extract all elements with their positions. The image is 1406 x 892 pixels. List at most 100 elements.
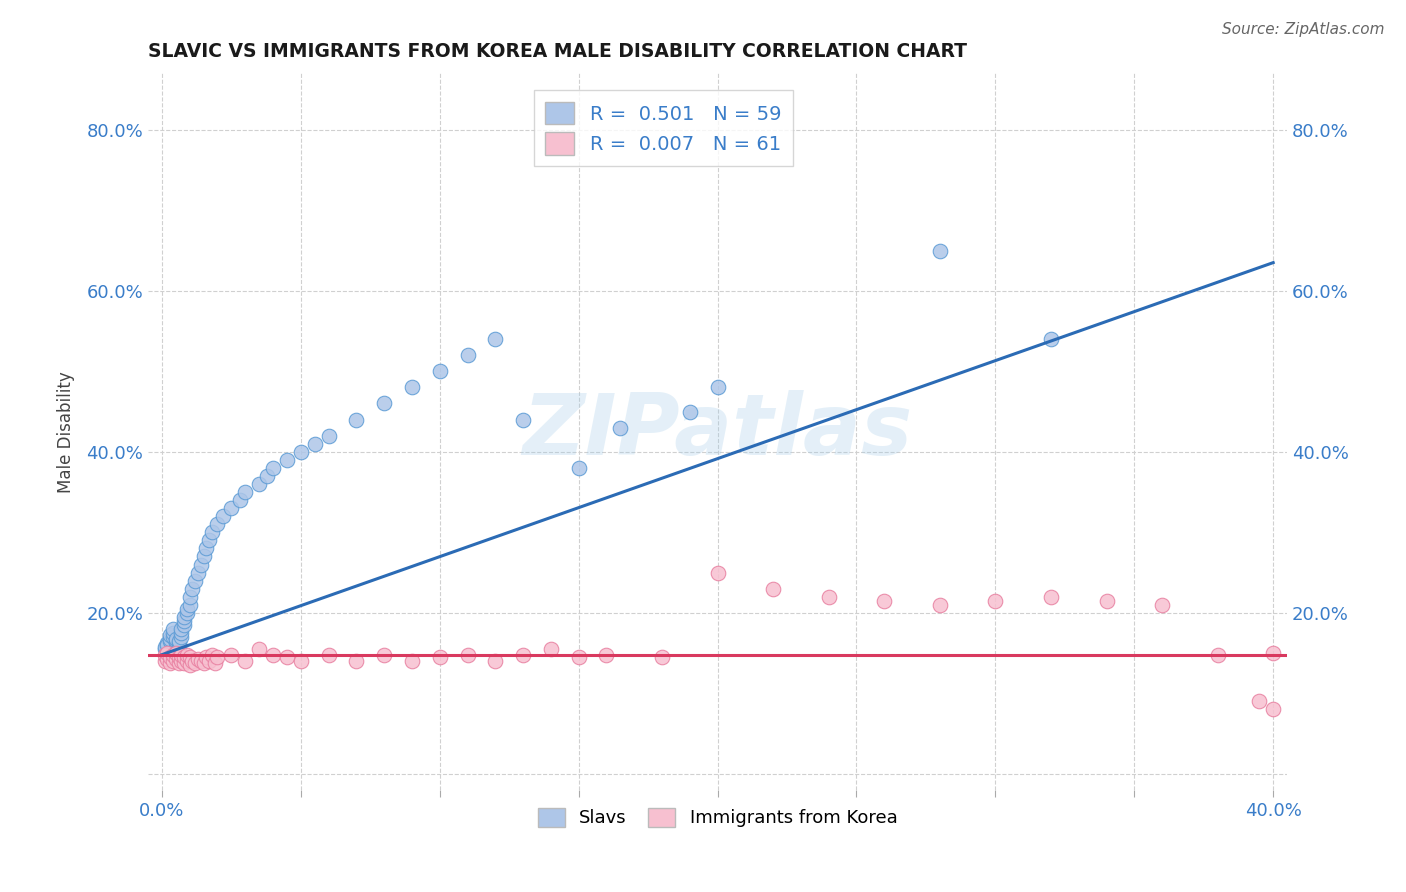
Point (159, 628, 181, 642)
Point (179, 590, 201, 604)
Point (165, 632, 187, 646)
Point (1152, 598, 1174, 612)
Point (156, 638, 179, 652)
Point (1249, 694, 1271, 708)
Point (484, 654, 506, 668)
Point (179, 650, 201, 665)
Point (595, 648, 617, 662)
Point (228, 493, 250, 508)
Point (201, 525, 224, 540)
Text: SLAVIC VS IMMIGRANTS FROM KOREA MALE DISABILITY CORRELATION CHART: SLAVIC VS IMMIGRANTS FROM KOREA MALE DIS… (148, 42, 967, 61)
Point (162, 622, 184, 636)
Point (706, 380, 728, 394)
Point (162, 630, 184, 644)
Point (873, 593, 896, 607)
Point (153, 654, 176, 668)
Point (457, 648, 479, 662)
Point (207, 650, 229, 665)
Point (928, 598, 950, 612)
Point (184, 656, 207, 670)
Point (1039, 590, 1062, 604)
Point (165, 652, 187, 666)
Point (165, 634, 187, 648)
Point (233, 485, 256, 500)
Point (457, 348, 479, 362)
Point (221, 501, 243, 516)
Point (401, 380, 423, 394)
Point (165, 636, 187, 650)
Point (193, 549, 215, 564)
Point (167, 636, 190, 650)
Point (204, 656, 226, 670)
Point (167, 640, 190, 654)
Point (373, 396, 395, 410)
Point (162, 654, 184, 668)
Y-axis label: Male Disability: Male Disability (58, 371, 75, 492)
Point (276, 453, 298, 467)
Point (162, 648, 184, 662)
Point (193, 656, 215, 670)
Point (156, 646, 179, 660)
Point (167, 656, 190, 670)
Point (165, 646, 187, 660)
Point (184, 574, 207, 588)
Point (290, 444, 312, 458)
Point (401, 654, 423, 668)
Point (207, 517, 229, 532)
Point (290, 654, 312, 668)
Point (173, 614, 195, 628)
Point (484, 332, 506, 346)
Point (176, 654, 198, 668)
Point (159, 650, 181, 665)
Point (181, 654, 204, 668)
Point (156, 636, 179, 650)
Point (651, 650, 673, 665)
Point (817, 590, 839, 604)
Point (179, 658, 201, 673)
Point (247, 477, 270, 491)
Point (195, 541, 218, 556)
Legend: Slavs, Immigrants from Korea: Slavs, Immigrants from Korea (530, 801, 905, 835)
Point (221, 648, 243, 662)
Point (928, 244, 950, 258)
Point (344, 412, 367, 426)
Point (276, 650, 298, 665)
Point (173, 610, 195, 624)
Point (1263, 646, 1285, 660)
Point (762, 582, 785, 596)
Point (318, 428, 340, 442)
Point (568, 461, 591, 475)
Point (167, 634, 190, 648)
Point (187, 652, 209, 666)
Point (170, 630, 193, 644)
Point (568, 650, 591, 665)
Point (156, 652, 179, 666)
Point (679, 404, 702, 418)
Point (153, 640, 176, 654)
Point (1263, 702, 1285, 716)
Point (176, 648, 198, 662)
Point (262, 648, 284, 662)
Point (1039, 332, 1062, 346)
Point (162, 626, 184, 640)
Point (540, 642, 562, 657)
Point (318, 648, 340, 662)
Point (159, 634, 181, 648)
Point (198, 533, 221, 548)
Point (1206, 648, 1229, 662)
Point (429, 650, 451, 665)
Text: ZIPatlas: ZIPatlas (523, 390, 912, 473)
Point (984, 593, 1007, 607)
Point (706, 566, 728, 580)
Point (512, 648, 534, 662)
Text: Source: ZipAtlas.com: Source: ZipAtlas.com (1222, 22, 1385, 37)
Point (373, 648, 395, 662)
Point (609, 420, 631, 434)
Point (170, 626, 193, 640)
Point (170, 654, 193, 668)
Point (159, 656, 181, 670)
Point (212, 509, 235, 524)
Point (179, 598, 201, 612)
Point (195, 650, 218, 665)
Point (190, 654, 212, 668)
